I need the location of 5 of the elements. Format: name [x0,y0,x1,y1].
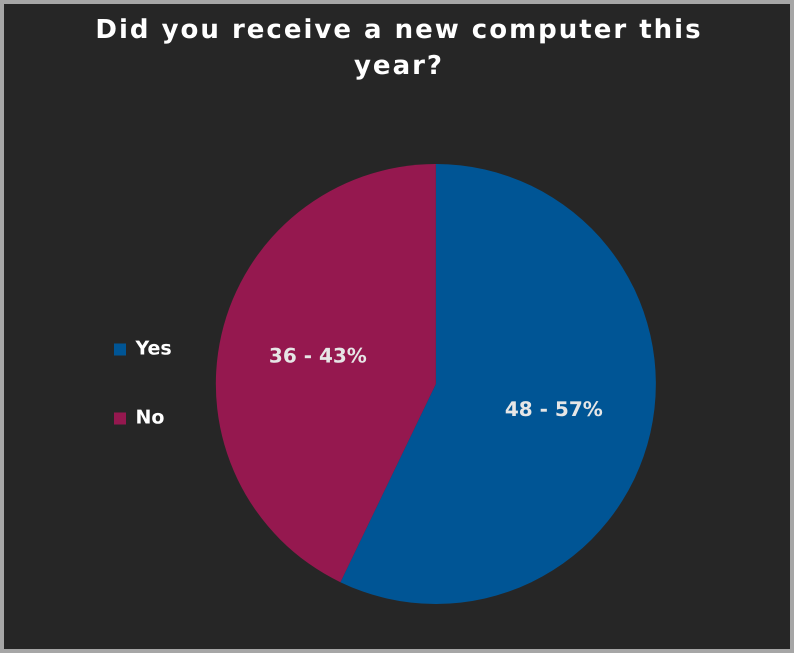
chart-title: Did you receive a new computer this year? [94,14,704,83]
legend-label: No [136,406,164,428]
data-label: 48 - 57% [504,397,603,422]
data-label: 36 - 43% [268,343,367,368]
legend-label: Yes [134,337,172,360]
